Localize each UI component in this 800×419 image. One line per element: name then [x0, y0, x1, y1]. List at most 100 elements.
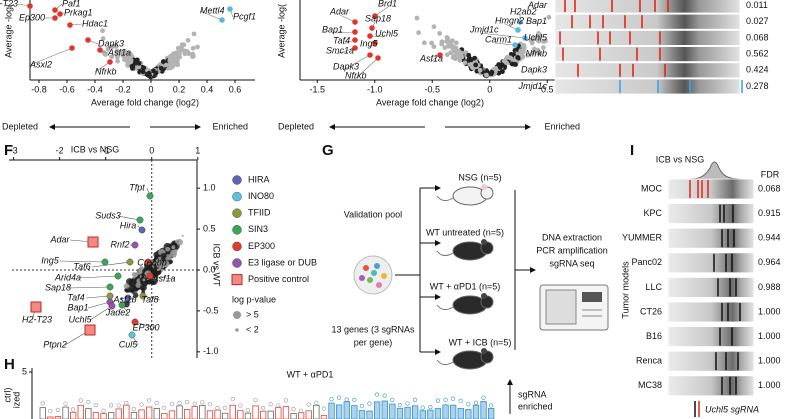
- gene-label: Pcgf1: [233, 11, 256, 21]
- bar: [130, 412, 138, 419]
- gene-label: Jade2: [105, 307, 131, 317]
- replicate-point: [367, 401, 372, 406]
- gene-point: [190, 45, 196, 51]
- replicate-point: [139, 402, 144, 407]
- replicate-point: [337, 395, 342, 400]
- leader: [67, 286, 111, 289]
- gene-point: [179, 45, 184, 51]
- gene-point: [169, 53, 175, 59]
- highlight-point: [118, 301, 126, 309]
- panel-g: G Validation pool 13 genes (3 sgRNAs per…: [322, 142, 609, 355]
- legend-label: SIN3: [248, 224, 268, 234]
- y-axis-label: ized: [11, 392, 21, 409]
- legend-label: Positive control: [248, 274, 309, 284]
- gene-point: [431, 44, 437, 50]
- leader: [342, 54, 371, 71]
- legend-label: HIRA: [248, 174, 270, 184]
- gene-label: Paf1: [62, 0, 81, 8]
- fdr-value: 0.424: [746, 65, 769, 75]
- x-tick-label: 0.6: [229, 84, 242, 94]
- gene-point: [513, 62, 518, 67]
- gene-point: [185, 37, 191, 43]
- highlight-point: [146, 272, 154, 280]
- gene-point: [100, 28, 105, 34]
- barcode-row: [667, 227, 755, 249]
- replicate-point: [473, 400, 479, 405]
- bar: [373, 401, 381, 419]
- gene-label: Taf6: [73, 261, 90, 271]
- gene-point: [177, 54, 183, 60]
- replicate-point: [375, 392, 380, 397]
- bar: [465, 409, 472, 419]
- gene-point: [114, 54, 120, 60]
- x-tick-label: -1.0: [367, 84, 383, 94]
- highlight-point: [131, 241, 139, 249]
- y-axis-label: ICB vs WT: [212, 244, 222, 287]
- replicate-point: [390, 397, 395, 402]
- gene-point: [150, 68, 156, 74]
- gene-label: Taf8: [141, 294, 158, 304]
- gene-point: [500, 69, 505, 75]
- panel-label: H: [4, 356, 15, 373]
- replicate-point: [466, 402, 471, 407]
- gene-point: [167, 57, 173, 62]
- gene-point: [473, 62, 479, 68]
- replicate-point: [108, 403, 114, 408]
- highlight-point: [69, 45, 75, 51]
- highlight-point: [437, 52, 443, 58]
- leader: [134, 321, 157, 329]
- gene-point: [191, 31, 197, 37]
- gene-point: [175, 62, 181, 68]
- highlight-point: [512, 42, 518, 48]
- mouse-icon: [436, 293, 494, 315]
- replicate-point: [70, 407, 76, 412]
- gene-label: Taf4: [333, 35, 350, 45]
- mouse-ear: [481, 184, 487, 190]
- gene-point: [543, 38, 548, 44]
- gene-label: Dapk3: [521, 65, 547, 75]
- gene-point: [531, 46, 537, 52]
- gene-point: [153, 266, 157, 270]
- gene-point: [504, 55, 510, 60]
- replicate-point: [147, 398, 152, 403]
- x-tick-label: -0.8: [31, 84, 47, 94]
- replicate-point: [200, 400, 205, 405]
- density: [689, 161, 741, 180]
- gene-point: [181, 234, 184, 237]
- replicate-point: [306, 402, 311, 407]
- model-label: MC38: [638, 380, 662, 390]
- legend-swatch: [231, 274, 243, 286]
- y-axis-label: ctrl): [2, 388, 12, 403]
- gene-label: Carm1: [485, 34, 512, 44]
- gene-point: [416, 30, 421, 36]
- gene-label: Suds3: [95, 210, 121, 220]
- gene-label: Dapk3: [98, 38, 124, 48]
- replicate-point: [238, 403, 243, 408]
- gene-point: [521, 45, 527, 51]
- gene-point: [123, 283, 130, 289]
- gene-point: [446, 43, 451, 49]
- panel-i: I ICB vs NSG FDR Tumor models Uchl5 sgRN…: [620, 142, 780, 417]
- replicate-point: [245, 408, 250, 413]
- gene-label: Bap1: [322, 24, 343, 34]
- leader: [335, 47, 356, 55]
- gene-label: Hdac1: [82, 18, 108, 28]
- fdr-value: 1.000: [758, 380, 781, 390]
- gene-point: [184, 50, 190, 56]
- bar: [404, 406, 411, 419]
- gene-point: [115, 58, 121, 64]
- fdr-value: 0.964: [758, 257, 781, 267]
- replicate-point: [359, 403, 365, 409]
- gene-point: [176, 238, 184, 246]
- size-legend-item: < 2: [246, 324, 259, 334]
- title: ICB vs NSG: [656, 154, 705, 164]
- note: sgRNA: [518, 389, 547, 399]
- replicate-point: [321, 406, 327, 411]
- step: PCR amplification: [536, 245, 608, 255]
- fdr-header: FDR: [761, 169, 780, 179]
- gene-point: [454, 51, 459, 57]
- gene-point: [136, 64, 142, 70]
- bar: [381, 400, 388, 419]
- gene-point: [143, 266, 150, 272]
- fdr-value: 0.278: [746, 81, 769, 91]
